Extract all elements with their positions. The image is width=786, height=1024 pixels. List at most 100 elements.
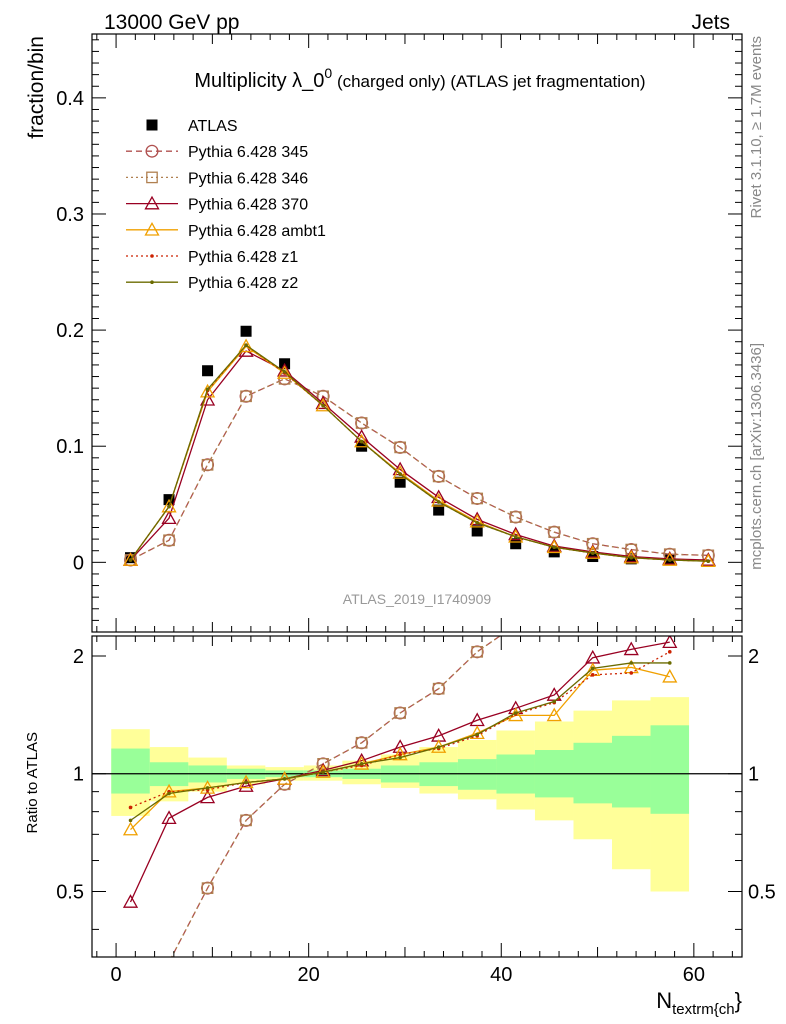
x-tick-label: 60	[683, 964, 705, 986]
x-axis-label-tail: }	[735, 988, 742, 1013]
uncertainty-bands	[92, 697, 742, 892]
main-point-pythia-6-428-370	[508, 526, 524, 541]
legend-entry-atlas: ATLAS	[146, 118, 238, 135]
legend-marker-pythia-6-428-z1	[150, 254, 154, 258]
main-point-atlas	[202, 365, 214, 377]
legend-entry-pythia-6-428-z1: Pythia 6.428 z1	[126, 249, 298, 266]
legend-label-pythia-6-428-z1: Pythia 6.428 z1	[188, 249, 298, 266]
ratio-point-pythia-6-428-z1	[667, 650, 672, 654]
main-line-pythia-6-428-346	[130, 378, 709, 561]
ratio-point-pythia-6-428-346	[317, 758, 329, 770]
main-point-atlas	[433, 504, 445, 516]
ratio-point-pythia-6-428-ambt1	[122, 821, 139, 836]
main-series-layer	[122, 325, 716, 568]
main-line-pythia-6-428-370	[130, 350, 709, 561]
main-point-pythia-6-428-z2	[321, 403, 325, 408]
ratio-point-pythia-6-428-346	[355, 736, 368, 749]
main-point-pythia-6-428-345	[316, 389, 330, 403]
main-point-pythia-6-428-345	[355, 416, 369, 430]
x-axis-label-sub: textrm{ch	[672, 1001, 735, 1018]
ratio-ytick-label: 0.5	[56, 881, 84, 903]
ratio-point-pythia-6-428-346	[432, 682, 445, 695]
main-point-atlas	[125, 552, 137, 564]
header-energy: 13000 GeV pp	[104, 11, 239, 34]
main-title-rest: (charged only) (ATLAS jet fragmentation)	[332, 72, 645, 91]
x-axis-label: Ntextrm{ch}	[656, 988, 742, 1018]
main-series-pythia-6-428-346	[124, 373, 715, 566]
ratio-point-pythia-6-428-z2	[513, 711, 518, 715]
ratio-point-pythia-6-428-z2	[167, 791, 171, 796]
main-point-atlas	[471, 525, 483, 537]
ratio-point-pythia-6-428-z2	[590, 666, 595, 671]
main-point-pythia-6-428-z2	[398, 472, 402, 476]
main-point-pythia-6-428-z2	[629, 555, 634, 560]
ratio-point-pythia-6-428-z2	[475, 732, 479, 737]
main-point-pythia-6-428-346	[163, 534, 175, 547]
main-point-pythia-6-428-ambt1	[392, 465, 408, 479]
x-axis-label-main: N	[656, 988, 672, 1013]
ratio-point-pythia-6-428-370	[199, 789, 216, 804]
ratio-point-pythia-6-428-346	[201, 882, 214, 894]
header-process: Jets	[691, 11, 730, 34]
legend-label-pythia-6-428-345: Pythia 6.428 345	[188, 144, 308, 161]
main-ytick-label: 0.3	[56, 204, 84, 226]
ratio-panel-frame	[91, 635, 743, 958]
ratio-point-pythia-6-428-z2	[321, 770, 325, 774]
ratio-ytick-label: 2	[73, 646, 84, 668]
legend-entry-pythia-6-428-370: Pythia 6.428 370	[126, 195, 308, 214]
main-point-pythia-6-428-346	[240, 390, 252, 403]
ratio-point-pythia-6-428-345	[470, 645, 484, 659]
main-point-pythia-6-428-345	[509, 510, 523, 524]
main-point-pythia-6-428-z2	[513, 534, 518, 539]
main-point-pythia-6-428-ambt1	[161, 498, 177, 513]
main-series-pythia-6-428-z1	[128, 343, 711, 563]
main-point-pythia-6-428-z2	[706, 559, 711, 563]
main-series-atlas	[125, 325, 676, 566]
ratio-point-pythia-6-428-370	[315, 762, 331, 777]
main-point-pythia-6-428-346	[317, 390, 329, 403]
legend-label-pythia-6-428-370: Pythia 6.428 370	[188, 197, 308, 214]
main-point-pythia-6-428-346	[625, 543, 638, 556]
main-point-pythia-6-428-ambt1	[199, 383, 216, 398]
legend-label-atlas: ATLAS	[188, 118, 238, 135]
ratio-point-pythia-6-428-370	[161, 810, 177, 824]
main-point-pythia-6-428-ambt1	[276, 365, 293, 379]
ratio-ytick-label-right: 2	[748, 646, 759, 668]
main-point-pythia-6-428-346	[394, 441, 406, 454]
ratio-point-pythia-6-428-z2	[359, 762, 364, 766]
ratio-line-pythia-6-428-345	[170, 636, 502, 957]
band-inner-bin	[111, 748, 150, 794]
main-point-pythia-6-428-346	[586, 537, 599, 550]
ratio-point-pythia-6-428-z2	[205, 786, 210, 790]
main-panel-frame	[91, 33, 743, 633]
main-title-text: Multiplicity λ_0	[194, 70, 324, 92]
main-ylabel: fraction/bin	[25, 36, 48, 139]
ratio-point-pythia-6-428-z2	[436, 745, 441, 749]
band-inner-bin	[612, 735, 651, 808]
main-point-pythia-6-428-345	[393, 440, 407, 454]
ratio-point-pythia-6-428-z1	[629, 671, 634, 675]
ratio-point-pythia-6-428-370	[623, 641, 639, 656]
main-point-pythia-6-428-z2	[244, 343, 248, 347]
ratio-point-pythia-6-428-346	[394, 707, 406, 719]
legend-marker-pythia-6-428-z2	[150, 280, 154, 285]
main-point-pythia-6-428-z2	[359, 439, 364, 444]
legend-entry-pythia-6-428-346: Pythia 6.428 346	[126, 170, 308, 187]
main-ytick-label: 0	[73, 552, 84, 574]
main-point-pythia-6-428-345	[201, 458, 215, 472]
legend-marker-pythia-6-428-370	[144, 195, 160, 210]
main-point-pythia-6-428-ambt1	[315, 397, 331, 412]
legend-label-pythia-6-428-z2: Pythia 6.428 z2	[188, 275, 298, 292]
ratio-point-pythia-6-428-z2	[282, 777, 287, 781]
legend-marker-pythia-6-428-345	[145, 144, 159, 158]
legend-label-pythia-6-428-346: Pythia 6.428 346	[188, 170, 308, 187]
legend-marker-atlas	[146, 119, 158, 131]
main-point-atlas	[394, 476, 406, 488]
ratio-point-pythia-6-428-370	[122, 894, 139, 908]
main-point-atlas	[240, 325, 252, 337]
band-inner-bin	[650, 725, 690, 814]
main-point-pythia-6-428-z2	[436, 500, 441, 504]
main-point-pythia-6-428-346	[471, 492, 484, 505]
main-point-pythia-6-428-346	[355, 417, 368, 429]
